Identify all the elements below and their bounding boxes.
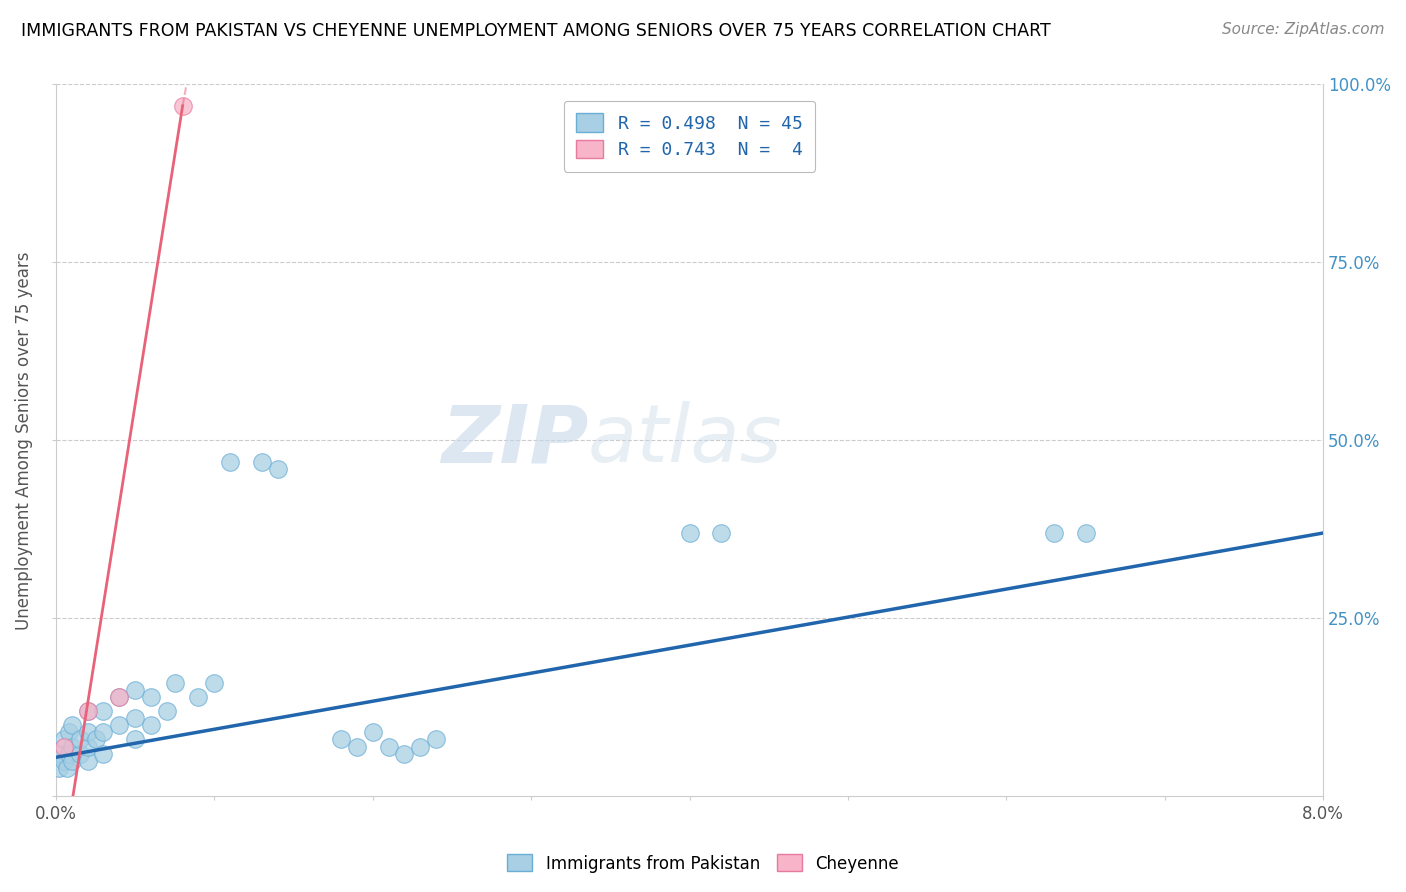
Point <box>163 675 186 690</box>
Point <box>139 690 162 704</box>
Point <box>93 747 115 761</box>
Point <box>69 732 91 747</box>
Point <box>710 526 733 541</box>
Point <box>124 732 146 747</box>
Point <box>187 690 209 704</box>
Point <box>76 704 98 718</box>
Point <box>678 526 700 541</box>
Point <box>58 747 80 761</box>
Point <box>52 739 75 754</box>
Point <box>76 725 98 739</box>
Point <box>76 704 98 718</box>
Text: atlas: atlas <box>588 401 783 479</box>
Point <box>377 739 399 754</box>
Point <box>60 754 83 768</box>
Legend: R = 0.498  N = 45, R = 0.743  N =  4: R = 0.498 N = 45, R = 0.743 N = 4 <box>564 101 815 172</box>
Point <box>93 704 115 718</box>
Point <box>139 718 162 732</box>
Point <box>124 682 146 697</box>
Point <box>49 747 72 761</box>
Point <box>76 739 98 754</box>
Text: IMMIGRANTS FROM PAKISTAN VS CHEYENNE UNEMPLOYMENT AMONG SENIORS OVER 75 YEARS CO: IMMIGRANTS FROM PAKISTAN VS CHEYENNE UNE… <box>21 22 1050 40</box>
Point <box>172 99 194 113</box>
Point <box>394 747 416 761</box>
Legend: Immigrants from Pakistan, Cheyenne: Immigrants from Pakistan, Cheyenne <box>501 847 905 880</box>
Point <box>1074 526 1097 541</box>
Point <box>60 718 83 732</box>
Point <box>361 725 384 739</box>
Text: ZIP: ZIP <box>440 401 588 479</box>
Point <box>48 761 70 775</box>
Point <box>56 761 79 775</box>
Point <box>52 754 75 768</box>
Point <box>108 690 131 704</box>
Point <box>108 718 131 732</box>
Y-axis label: Unemployment Among Seniors over 75 years: Unemployment Among Seniors over 75 years <box>15 252 32 630</box>
Point <box>202 675 225 690</box>
Point <box>156 704 179 718</box>
Point <box>250 455 273 469</box>
Point <box>409 739 432 754</box>
Point <box>58 725 80 739</box>
Text: Source: ZipAtlas.com: Source: ZipAtlas.com <box>1222 22 1385 37</box>
Point <box>330 732 353 747</box>
Point <box>124 711 146 725</box>
Point <box>219 455 242 469</box>
Point <box>60 739 83 754</box>
Point <box>52 732 75 747</box>
Point <box>266 462 288 476</box>
Point <box>93 725 115 739</box>
Point <box>425 732 447 747</box>
Point <box>1043 526 1066 541</box>
Point <box>346 739 368 754</box>
Point <box>84 732 107 747</box>
Point <box>108 690 131 704</box>
Point <box>69 747 91 761</box>
Point <box>76 754 98 768</box>
